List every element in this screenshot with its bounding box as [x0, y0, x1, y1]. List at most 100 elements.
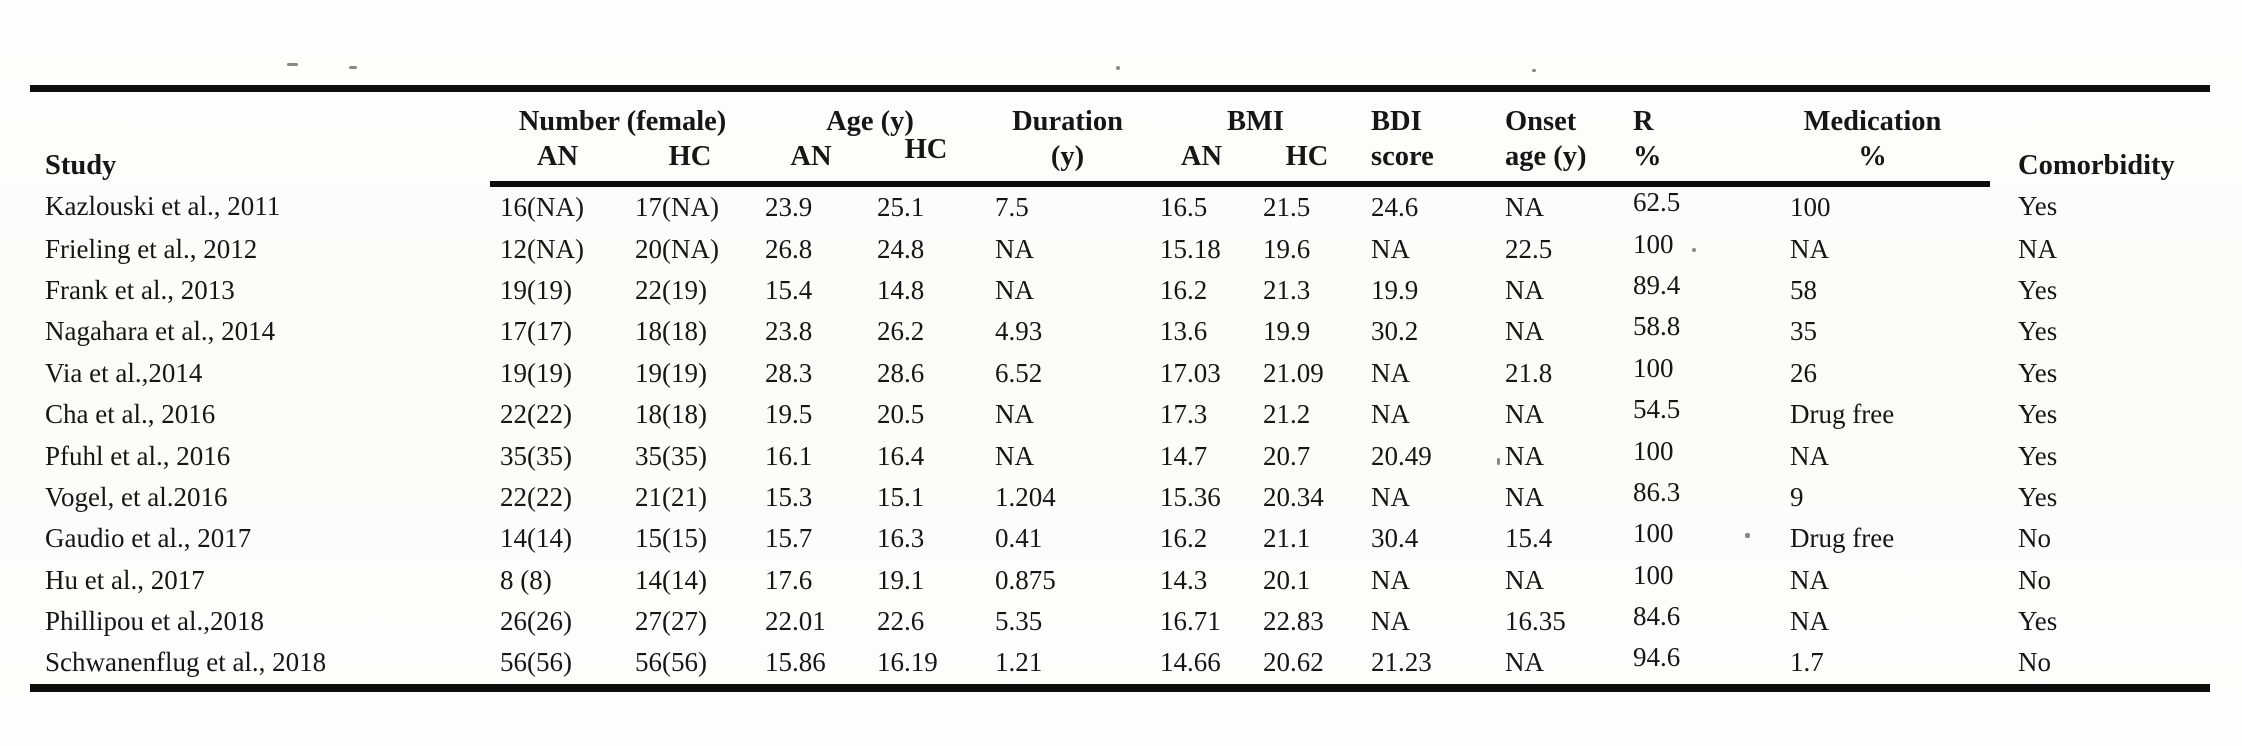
scan-artifact-dash	[349, 66, 357, 69]
value-cell: 20.62	[1263, 647, 1324, 678]
value-cell: Drug free	[1790, 399, 1895, 430]
value-cell: NA	[1790, 606, 1829, 637]
value-cell: 22.83	[1263, 606, 1324, 637]
col-header-study: Study	[45, 150, 117, 181]
value-cell: NA	[1505, 316, 1544, 347]
value-cell: NA	[1505, 564, 1544, 595]
value-cell: NA	[1371, 233, 1410, 264]
value-cell: 35	[1790, 316, 1817, 347]
value-cell: 26(26)	[500, 606, 572, 637]
value-cell: 84.6	[1633, 601, 1681, 632]
value-cell: NA	[995, 233, 1034, 264]
col-header-bdi: BDI	[1371, 106, 1422, 137]
value-cell: NA	[1371, 357, 1410, 388]
col-header-medication: Medication	[1803, 106, 1942, 137]
value-cell: 26.8	[765, 233, 813, 264]
value-cell: NA	[1790, 440, 1829, 471]
value-cell: 100	[1633, 228, 1674, 259]
table-row: Hu et al., 2017 8 (8) 14(14) 17.6 19.1 0.875 1…	[30, 560, 2210, 601]
value-cell: 16.3	[877, 523, 925, 554]
study-cell: Kazlouski et al., 2011	[45, 190, 281, 221]
value-cell: Yes	[2018, 481, 2058, 512]
value-cell: 100	[1633, 352, 1674, 383]
value-cell: 21(21)	[635, 481, 707, 512]
value-cell: 18(18)	[635, 316, 707, 347]
value-cell: 1.7	[1790, 647, 1824, 678]
value-cell: 0.875	[995, 564, 1056, 595]
value-cell: Yes	[2018, 357, 2058, 388]
value-cell: 22(22)	[500, 481, 572, 512]
col-header-bmi: BMI	[1227, 106, 1284, 137]
value-cell: NA	[1790, 233, 1829, 264]
value-cell: 14(14)	[500, 523, 572, 554]
header-row-groups: Study Number (female) Age (y) Duration B…	[30, 89, 2210, 181]
value-cell: 25.1	[877, 192, 925, 223]
value-cell: 100	[1790, 192, 1831, 223]
table-row: Pfuhl et al., 2016 35(35) 35(35) 16.1 16.4 NA…	[30, 435, 2210, 476]
value-cell: Drug free	[1790, 523, 1895, 554]
value-cell: 26	[1790, 357, 1817, 388]
value-cell: 89.4	[1633, 269, 1681, 300]
value-cell: 28.3	[765, 357, 813, 388]
value-cell: 8 (8)	[500, 564, 552, 595]
value-cell: NA	[1371, 564, 1410, 595]
table-row: Cha et al., 2016 22(22) 18(18) 19.5 20.5 NA 17…	[30, 394, 2210, 435]
col-header-age: Age (y)	[826, 106, 914, 137]
table-body: Kazlouski et al., 2011 16(NA) 17(NA) 23.9 25…	[30, 184, 2210, 688]
value-cell: 5.35	[995, 606, 1043, 637]
value-cell: 22.01	[765, 606, 826, 637]
study-cell: Vogel, et al.2016	[45, 481, 228, 512]
value-cell: 16.71	[1160, 606, 1221, 637]
subcol-age-hc: HC	[867, 133, 985, 180]
value-cell: 15(15)	[635, 523, 707, 554]
table-header: Study Number (female) Age (y) Duration B…	[30, 89, 2210, 187]
value-cell: 13.6	[1160, 316, 1208, 347]
value-cell: 22(19)	[635, 274, 707, 305]
value-cell: 0.41	[995, 523, 1043, 554]
header-row-subcolumns: AN HC AN HC (y) AN HC score age (y) % %	[30, 133, 2210, 187]
value-cell: NA	[1505, 481, 1544, 512]
value-cell: 20.1	[1263, 564, 1311, 595]
study-characteristics-table: Study Number (female) Age (y) Duration B…	[30, 85, 2210, 692]
value-cell: 21.5	[1263, 192, 1311, 223]
subcol-age-an: AN	[755, 140, 867, 187]
scan-artifact-dash	[287, 63, 298, 66]
col-header-onset: Onset	[1505, 106, 1577, 137]
value-cell: 16.35	[1505, 606, 1566, 637]
table-row: Frank et al., 2013 19(19) 22(19) 15.4 14.8 NA…	[30, 270, 2210, 311]
value-cell: 15.4	[1505, 523, 1553, 554]
table-row: Frieling et al., 2012 12(NA) 20(NA) 26.8 24.…	[30, 228, 2210, 269]
value-cell: NA	[995, 440, 1034, 471]
study-cell: Phillipou et al.,2018	[45, 606, 264, 637]
value-cell: 22.6	[877, 606, 925, 637]
value-cell: 56(56)	[635, 647, 707, 678]
value-cell: 58.8	[1633, 311, 1681, 342]
value-cell: NA	[2018, 233, 2057, 264]
value-cell: NA	[995, 274, 1034, 305]
study-cell: Hu et al., 2017	[45, 564, 205, 595]
value-cell: 17.6	[765, 564, 813, 595]
value-cell: 17.3	[1160, 399, 1208, 430]
scan-artifact-dot	[1692, 248, 1696, 252]
value-cell: 17(NA)	[635, 192, 719, 223]
study-cell: Nagahara et al., 2014	[45, 316, 276, 347]
study-cell: Gaudio et al., 2017	[45, 523, 252, 554]
value-cell: 86.3	[1633, 476, 1681, 507]
value-cell: No	[2018, 523, 2051, 554]
value-cell: 24.8	[877, 233, 925, 264]
scan-artifact-dot	[1497, 458, 1500, 465]
value-cell: 21.8	[1505, 357, 1553, 388]
value-cell: Yes	[2018, 440, 2058, 471]
value-cell: Yes	[2018, 399, 2058, 430]
value-cell: 62.5	[1633, 187, 1681, 218]
value-cell: 16.19	[877, 647, 938, 678]
value-cell: 100	[1633, 435, 1674, 466]
value-cell: 1.204	[995, 481, 1056, 512]
table-row: Vogel, et al.2016 22(22) 21(21) 15.3 15.1 1.2…	[30, 477, 2210, 518]
value-cell: 22.5	[1505, 233, 1553, 264]
value-cell: Yes	[2018, 274, 2058, 305]
value-cell: 14(14)	[635, 564, 707, 595]
value-cell: 100	[1633, 518, 1674, 549]
value-cell: NA	[1371, 606, 1410, 637]
subcol-duration-y: (y)	[985, 140, 1150, 187]
